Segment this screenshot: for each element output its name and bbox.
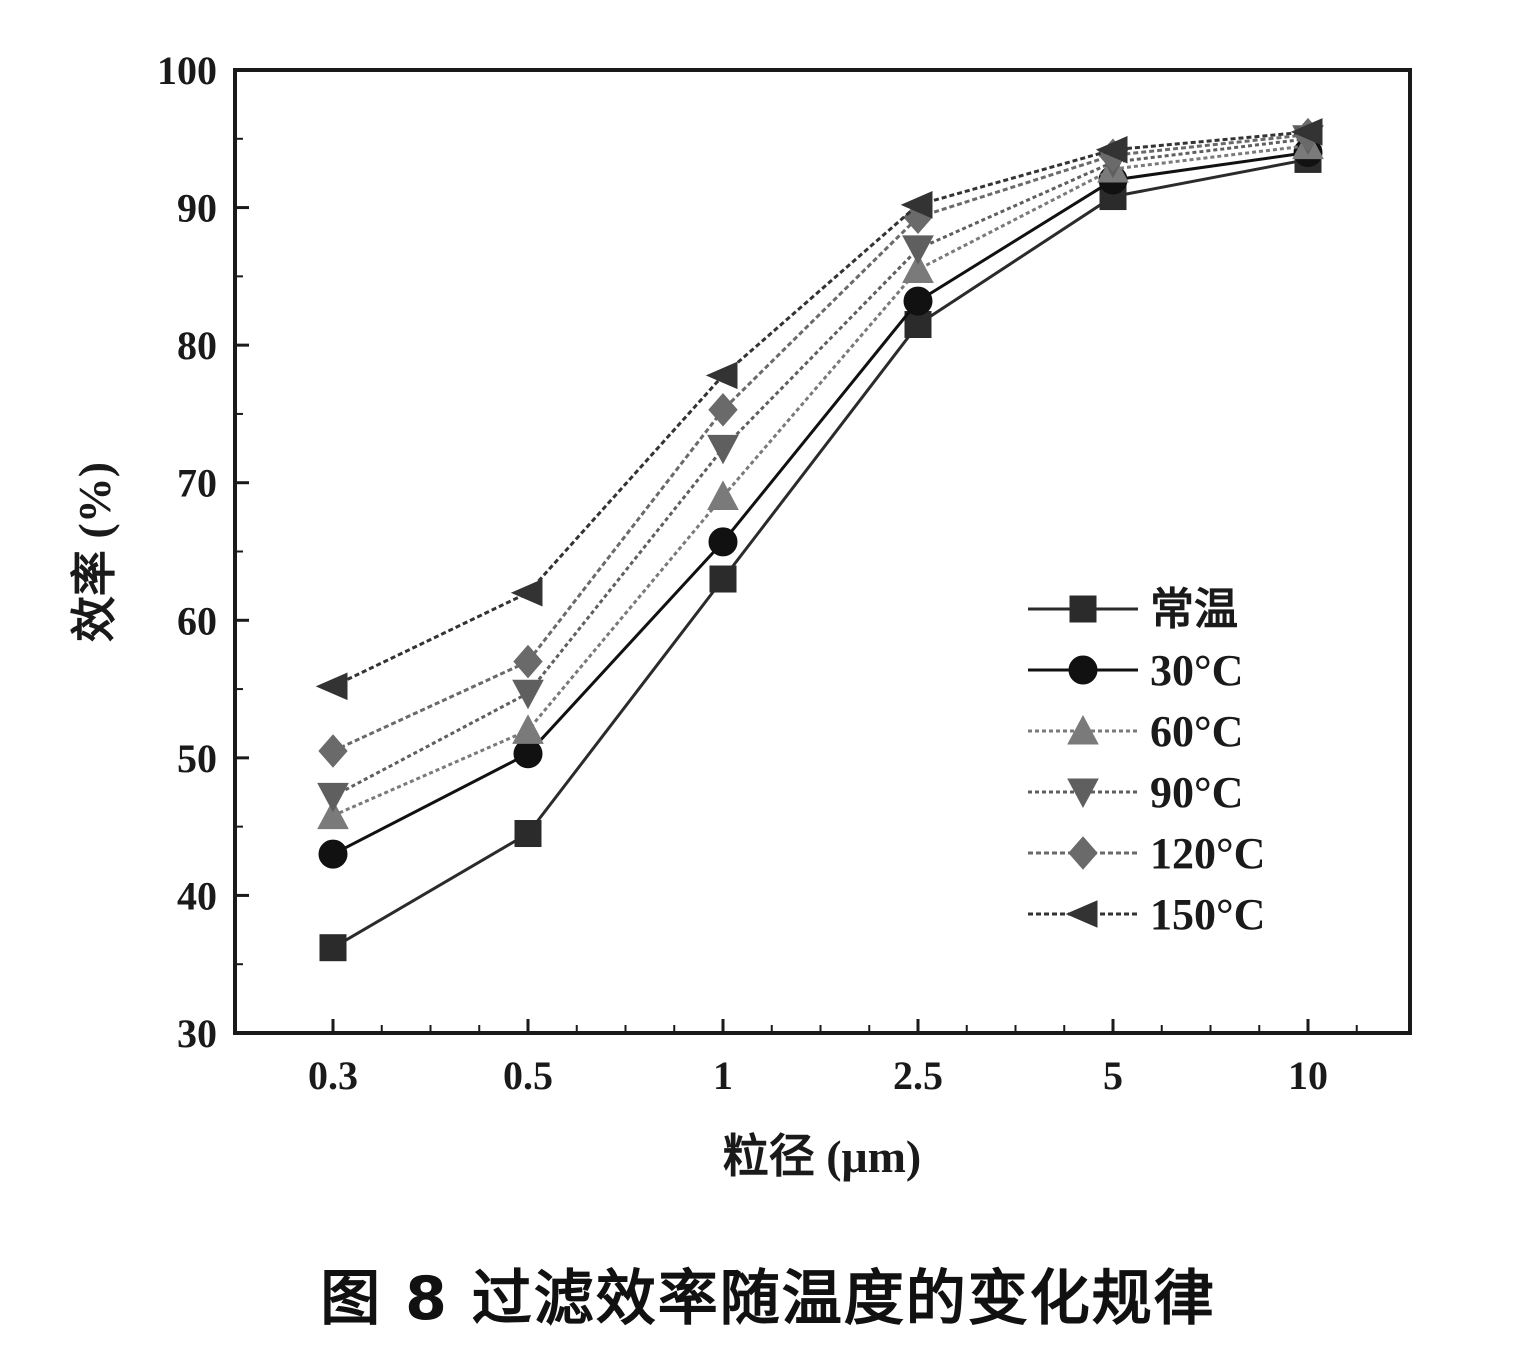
data-point xyxy=(904,311,932,339)
y-tick-label: 80 xyxy=(177,323,217,368)
legend-marker xyxy=(1069,595,1097,623)
data-point xyxy=(513,739,543,769)
legend-label: 90°C xyxy=(1150,768,1243,817)
data-point xyxy=(903,286,933,316)
data-point xyxy=(708,527,738,557)
legend-marker xyxy=(1067,778,1099,809)
legend-label: 常温 xyxy=(1150,585,1238,634)
y-tick-label: 70 xyxy=(177,461,217,506)
data-point xyxy=(512,714,544,744)
data-point xyxy=(707,480,739,510)
data-point xyxy=(512,679,544,710)
data-point xyxy=(705,361,738,390)
x-axis: 0.3 0.5 1 2.5 5 10 xyxy=(308,1019,1358,1098)
y-tick-label: 90 xyxy=(177,186,217,231)
y-tick-label: 60 xyxy=(177,598,217,643)
data-point xyxy=(900,191,933,219)
legend-label: 150°C xyxy=(1150,890,1265,939)
legend-label: 30°C xyxy=(1150,646,1243,695)
series-line xyxy=(332,151,1309,856)
legend: 常温 30°C 60°C 90°C 120°C 150°C xyxy=(1028,585,1265,939)
y-axis-title: 效率 (%) xyxy=(69,462,120,642)
data-point xyxy=(709,565,737,593)
plot-frame xyxy=(233,68,1412,1035)
data-point xyxy=(902,235,934,265)
legend-marker xyxy=(1068,655,1098,685)
data-point xyxy=(318,734,348,768)
legend-marker xyxy=(1065,900,1098,928)
series-layer xyxy=(315,117,1324,962)
y-tick-label: 30 xyxy=(177,1011,217,1056)
data-point xyxy=(317,782,349,813)
data-point xyxy=(707,434,739,465)
series-1 xyxy=(318,138,1323,869)
series-line xyxy=(332,157,1309,950)
y-axis: 30 40 50 60 70 80 90 100 xyxy=(157,48,249,1056)
data-point xyxy=(319,934,347,962)
x-tick-label: 1 xyxy=(713,1053,733,1098)
data-point xyxy=(513,644,543,679)
x-tick-label: 10 xyxy=(1288,1053,1328,1098)
legend-label: 120°C xyxy=(1150,829,1265,878)
x-tick-label: 0.5 xyxy=(503,1053,553,1098)
legend-item: 90°C xyxy=(1028,768,1243,817)
y-tick-label: 100 xyxy=(157,48,217,93)
x-axis-title: 粒径 (μm) xyxy=(723,1131,922,1182)
x-tick-label: 5 xyxy=(1103,1053,1123,1098)
x-tick-label: 2.5 xyxy=(893,1053,943,1098)
legend-item: 常温 xyxy=(1028,585,1238,634)
series-5 xyxy=(315,118,1323,701)
series-line xyxy=(332,133,1309,753)
data-point xyxy=(708,393,738,427)
series-line xyxy=(332,144,1309,818)
legend-marker xyxy=(1068,836,1098,870)
series-line xyxy=(332,130,1309,688)
legend-item: 60°C xyxy=(1028,707,1243,756)
y-tick-label: 40 xyxy=(177,873,217,918)
data-point xyxy=(315,672,348,701)
data-point xyxy=(318,839,348,869)
y-tick-label: 50 xyxy=(177,736,217,781)
data-point xyxy=(1095,136,1128,164)
legend-marker xyxy=(1067,714,1099,745)
legend-item: 150°C xyxy=(1028,890,1265,939)
figure-caption: 图 8 过滤效率随温度的变化规律 xyxy=(320,1264,1216,1334)
legend-item: 120°C xyxy=(1028,829,1265,878)
data-point xyxy=(1290,118,1323,146)
legend-item: 30°C xyxy=(1028,646,1243,695)
data-point xyxy=(902,253,934,283)
series-line xyxy=(332,137,1309,798)
data-point xyxy=(510,579,543,607)
data-point xyxy=(514,820,542,848)
x-tick-label: 0.3 xyxy=(308,1053,358,1098)
legend-label: 60°C xyxy=(1150,707,1243,756)
data-point xyxy=(317,799,349,830)
